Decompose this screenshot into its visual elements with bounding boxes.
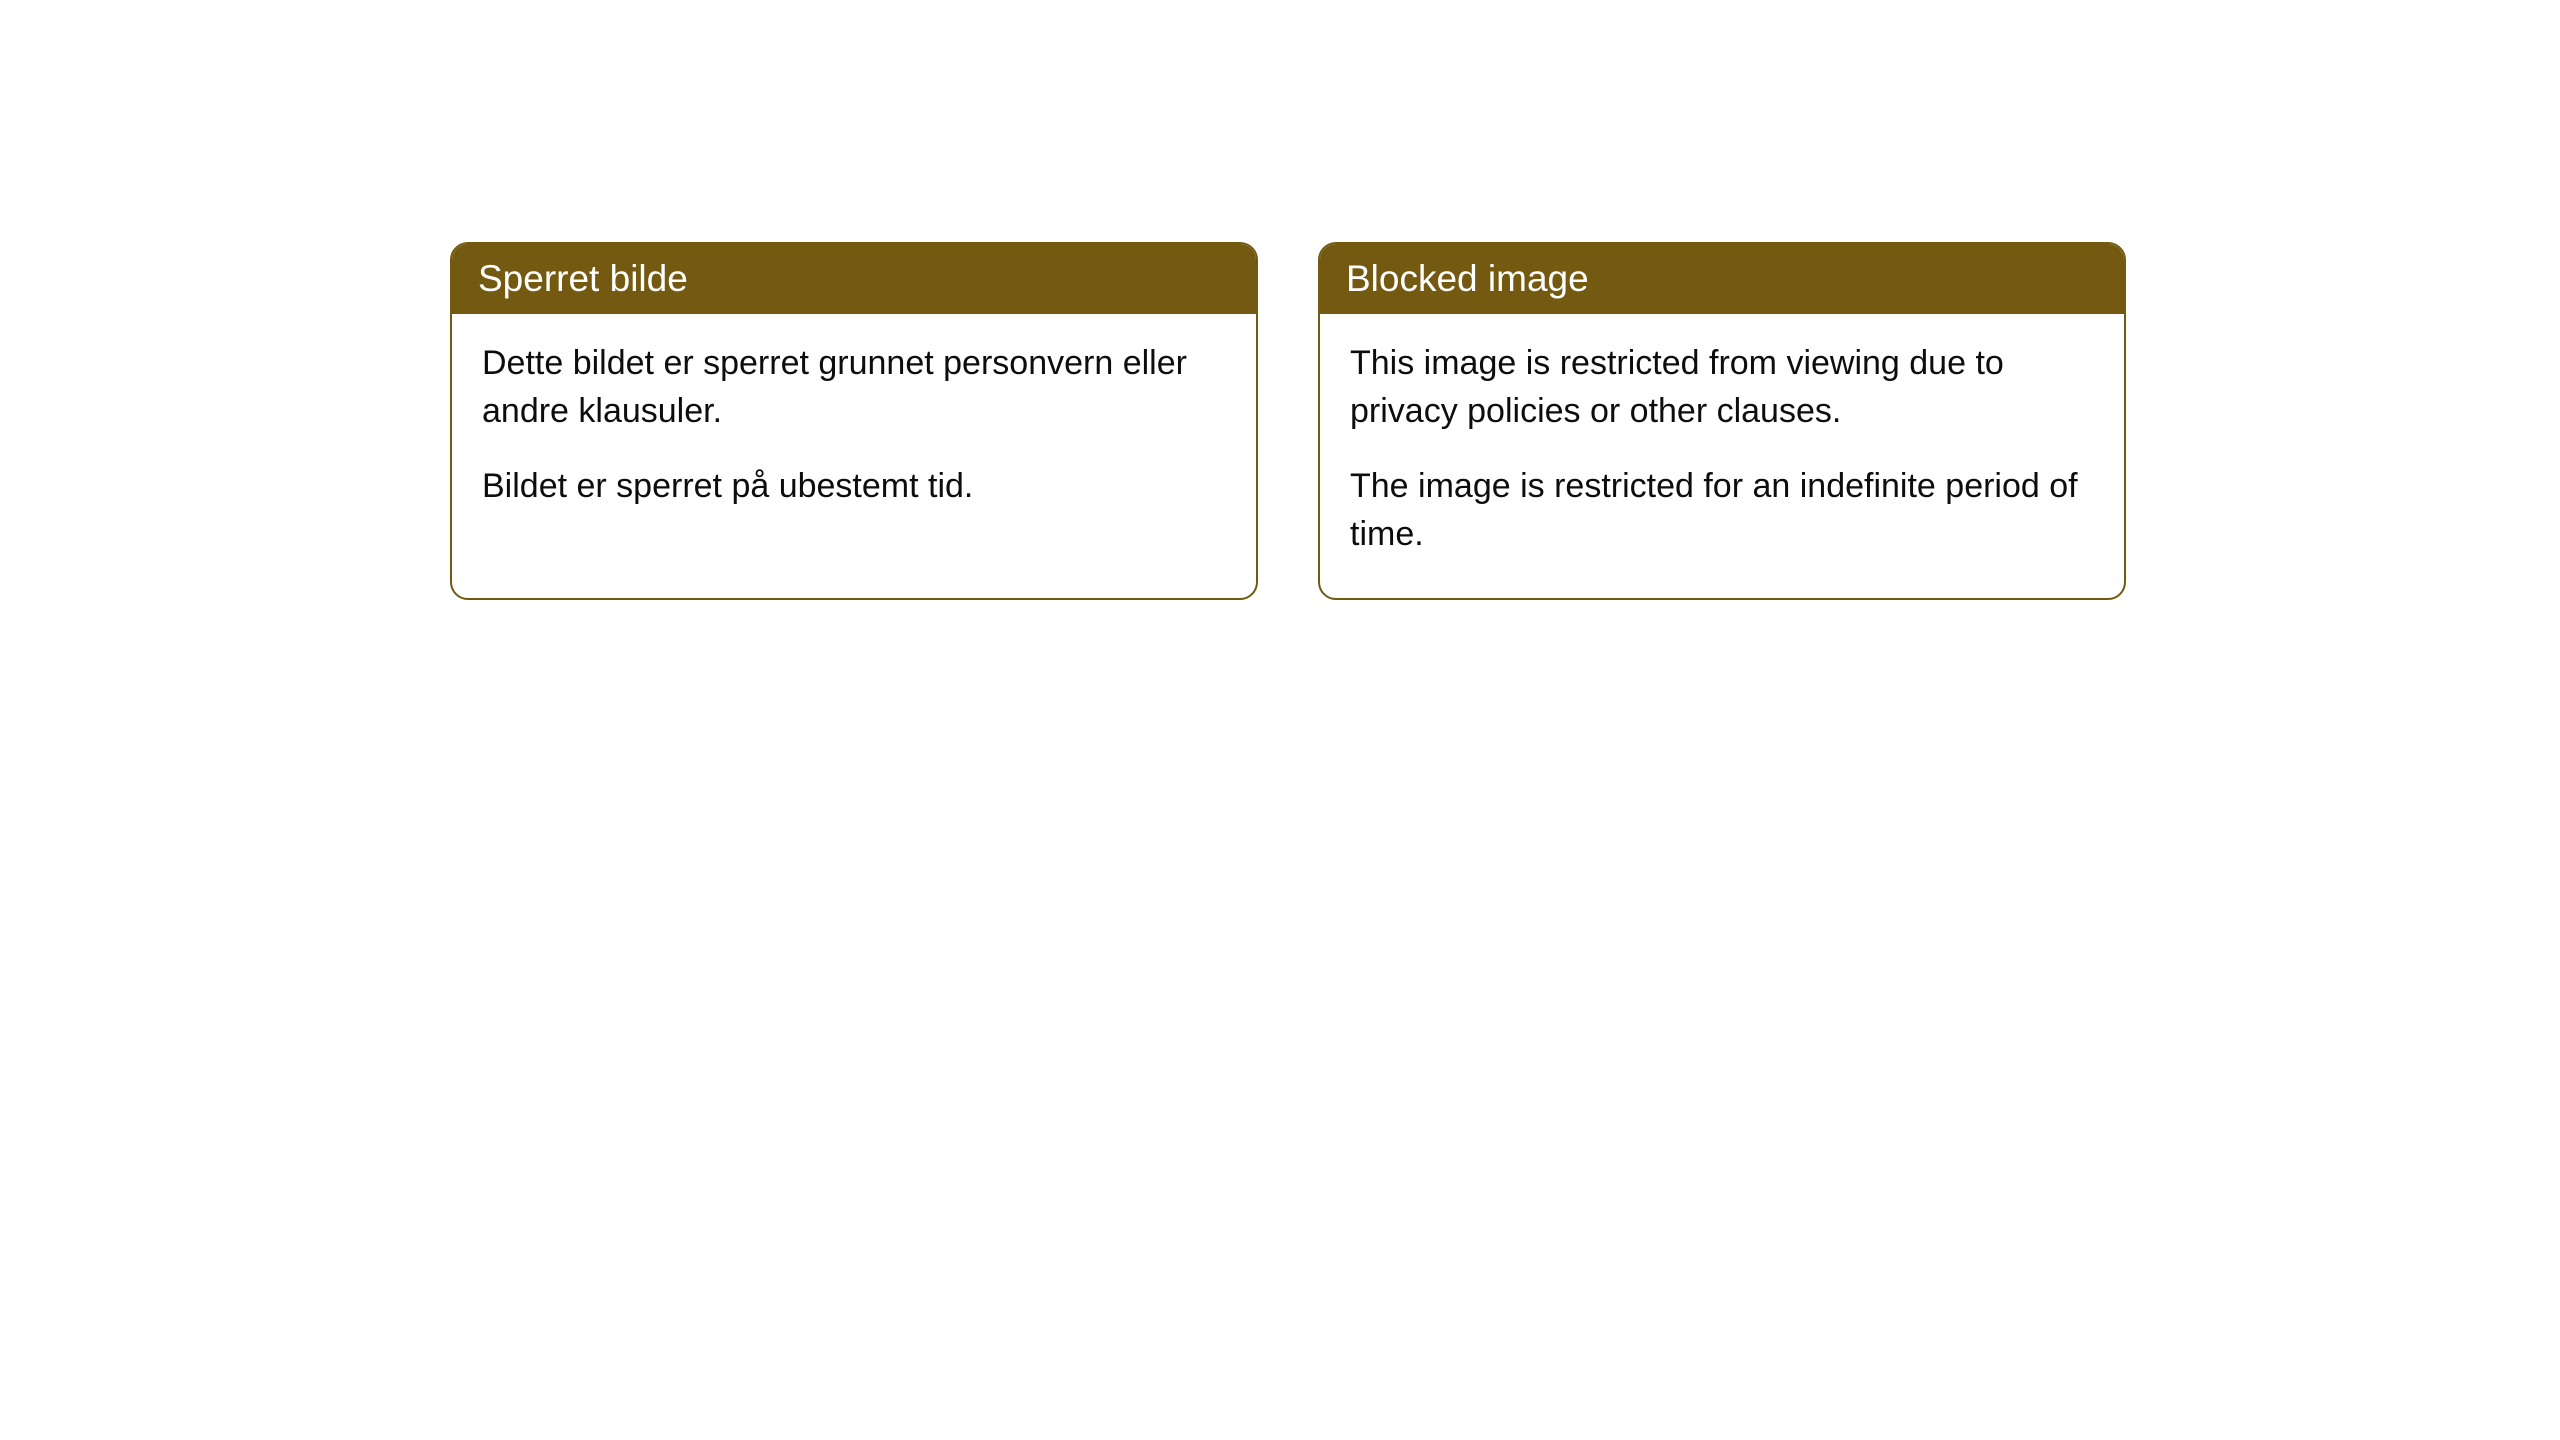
card-header: Sperret bilde [452, 244, 1256, 314]
card-paragraph-1: Dette bildet er sperret grunnet personve… [482, 340, 1226, 435]
notice-card-english: Blocked image This image is restricted f… [1318, 242, 2126, 600]
notice-cards-container: Sperret bilde Dette bildet er sperret gr… [450, 242, 2560, 600]
card-paragraph-2: The image is restricted for an indefinit… [1350, 463, 2094, 558]
card-header: Blocked image [1320, 244, 2124, 314]
notice-card-norwegian: Sperret bilde Dette bildet er sperret gr… [450, 242, 1258, 600]
card-title: Blocked image [1346, 258, 1589, 299]
card-title: Sperret bilde [478, 258, 688, 299]
card-paragraph-1: This image is restricted from viewing du… [1350, 340, 2094, 435]
card-body: This image is restricted from viewing du… [1320, 314, 2124, 598]
card-body: Dette bildet er sperret grunnet personve… [452, 314, 1256, 551]
card-paragraph-2: Bildet er sperret på ubestemt tid. [482, 463, 1226, 511]
